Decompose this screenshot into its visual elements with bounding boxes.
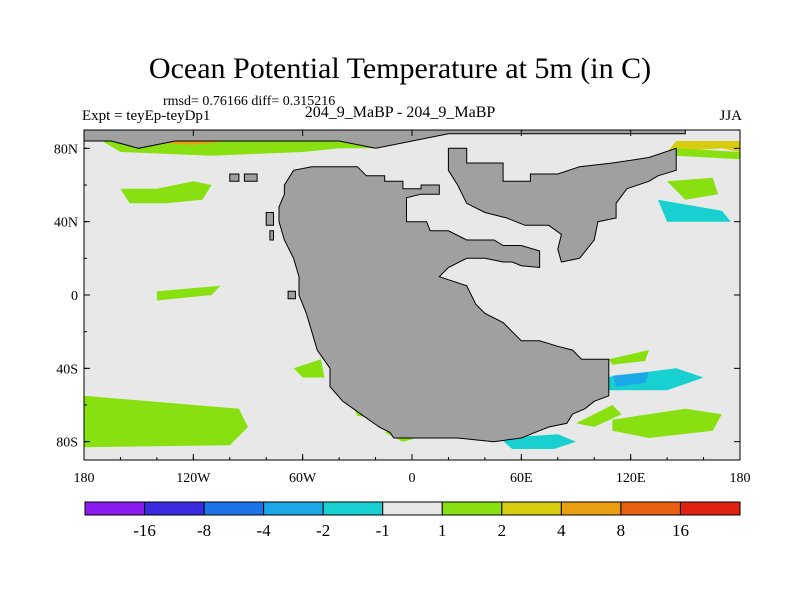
colorbar-swatch — [84, 501, 146, 516]
landmass-north-polar — [84, 130, 686, 149]
colorbar-swatch — [263, 501, 324, 516]
colorbar-swatch — [560, 501, 622, 516]
colorbar-label: -16 — [133, 521, 156, 540]
y-tick-label: 80S — [56, 436, 78, 451]
colorbar-label: 2 — [498, 521, 507, 540]
colorbar-swatch — [620, 501, 681, 516]
colorbar-swatch — [382, 501, 443, 516]
colorbar-swatch — [322, 501, 384, 516]
colorbar-label: -1 — [376, 521, 390, 540]
colorbar-label: 4 — [557, 521, 566, 540]
landmass-pangaea-main — [278, 166, 610, 443]
y-tick-label: 40S — [56, 362, 78, 377]
colorbar-swatch — [501, 501, 562, 516]
island — [287, 290, 296, 300]
island — [265, 212, 274, 226]
anomaly-patch — [293, 359, 325, 378]
anomaly-patch — [612, 408, 722, 438]
anomaly-patch — [658, 199, 731, 222]
x-tick-label: 60W — [289, 471, 317, 486]
anomaly-patch — [667, 177, 719, 200]
y-tick-label: 40N — [54, 216, 78, 231]
stats-text: rmsd= 0.76166 diff= 0.315216 — [163, 94, 336, 109]
colorbar-label: 8 — [617, 521, 626, 540]
colorbar-label: -8 — [197, 521, 211, 540]
chart-subtitle: 204_9_MaBP - 204_9_MaBP — [304, 104, 496, 121]
colorbar-swatch — [441, 501, 503, 516]
colorbar-label: -2 — [316, 521, 330, 540]
y-tick-label: 80N — [54, 142, 78, 157]
x-tick-label: 120W — [176, 471, 211, 486]
island — [243, 173, 258, 182]
x-tick-label: 60E — [510, 471, 533, 486]
colorbar-swatch — [144, 501, 205, 516]
season-label: JJA — [719, 108, 742, 124]
x-axis: 180 120W 60W 0 60E 120E 180 — [74, 130, 751, 486]
anomaly-patch — [612, 372, 649, 387]
island — [229, 173, 240, 182]
x-tick-label: 180 — [730, 471, 751, 486]
y-tick-label: 0 — [71, 289, 78, 304]
x-tick-label: 0 — [409, 471, 416, 486]
anomaly-patch — [120, 181, 212, 204]
island — [269, 230, 274, 241]
colorbar: -16 -8 -4 -2 -1 1 2 4 8 16 — [84, 501, 741, 540]
land-layer — [84, 130, 686, 443]
x-tick-label: 180 — [74, 471, 95, 486]
colorbar-label: 16 — [672, 521, 689, 540]
colorbar-swatch — [679, 501, 741, 516]
anomaly-patch — [676, 148, 740, 160]
experiment-label: Expt = teyEp-teyDp1 — [82, 108, 211, 124]
chart-title: Ocean Potential Temperature at 5m (in C) — [148, 52, 652, 85]
x-tick-label: 120E — [616, 471, 646, 486]
anomaly-patch — [608, 350, 649, 365]
anomaly-patch — [576, 405, 622, 427]
landmass-asia-east — [447, 147, 677, 263]
anomaly-patch — [156, 285, 221, 301]
map-area — [84, 130, 740, 460]
colorbar-label: 1 — [438, 521, 447, 540]
colorbar-label: -4 — [257, 521, 272, 540]
colorbar-swatch — [203, 501, 265, 516]
y-axis: 80N 40N 0 40S 80S — [54, 142, 740, 451]
anomaly-patch — [84, 395, 248, 448]
